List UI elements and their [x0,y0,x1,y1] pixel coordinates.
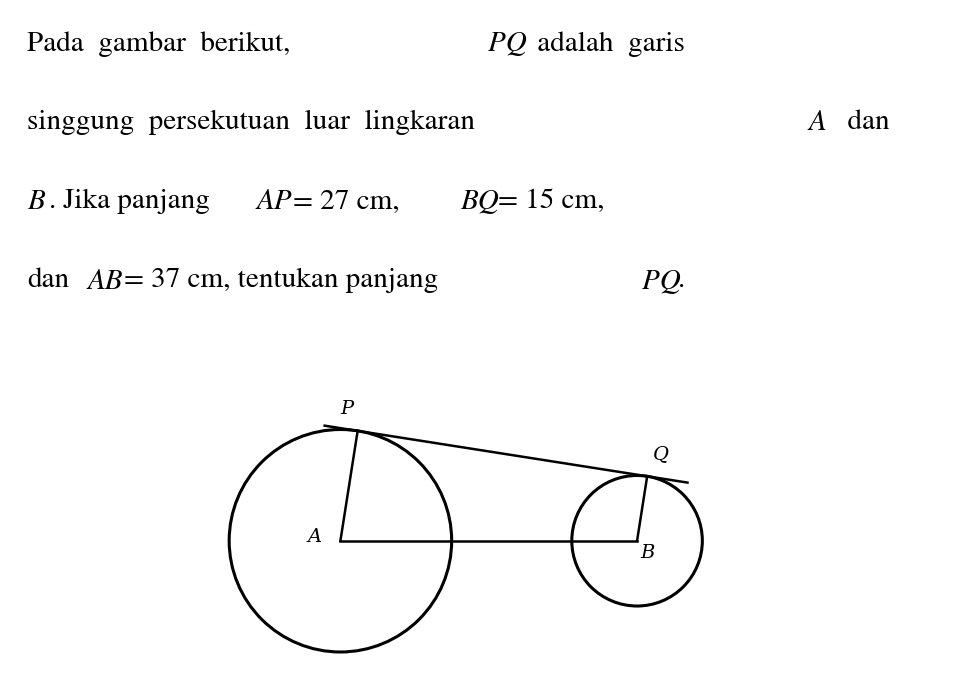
Text: Pada  gambar  berikut,: Pada gambar berikut, [27,31,291,56]
Text: A: A [307,528,322,546]
Text: AB: AB [88,268,123,294]
Text: . Jika panjang: . Jika panjang [49,189,210,215]
Text: B: B [641,544,655,563]
Text: B: B [27,189,45,215]
Text: A: A [808,110,826,136]
Text: AP: AP [257,189,292,215]
Text: PQ: PQ [642,268,681,294]
Text: PQ: PQ [488,31,527,57]
Text: dan: dan [27,268,69,294]
Text: singgung  persekutuan  luar  lingkaran: singgung persekutuan luar lingkaran [27,110,475,136]
Text: = 15 cm,: = 15 cm, [498,189,604,215]
Text: = 37 cm, tentukan panjang: = 37 cm, tentukan panjang [124,268,438,294]
Text: .: . [678,268,685,294]
Text: adalah  garis: adalah garis [530,31,685,56]
Text: P: P [340,400,353,418]
Text: Q: Q [653,445,669,463]
Text: BQ: BQ [461,189,500,215]
Text: dan: dan [833,110,889,136]
Text: = 27 cm,: = 27 cm, [293,189,399,215]
